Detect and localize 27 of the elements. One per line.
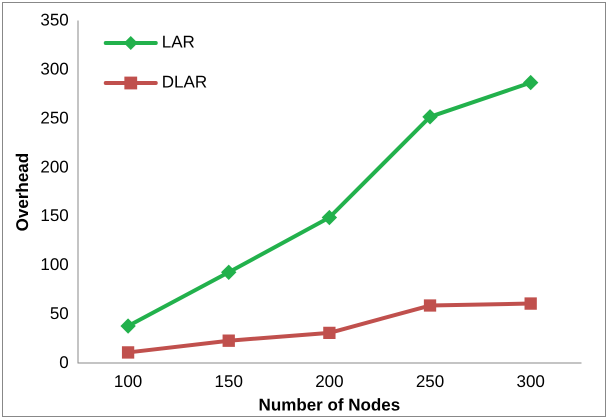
- y-axis-title: Overhead: [12, 152, 32, 232]
- y-tick-label: 200: [40, 157, 69, 176]
- y-tick-label: 300: [40, 60, 69, 79]
- y-tick-label: 50: [50, 304, 69, 323]
- y-tick-label: 100: [40, 255, 69, 274]
- point: [422, 109, 438, 124]
- legend-label: LAR: [162, 32, 195, 52]
- point: [122, 346, 134, 359]
- point: [120, 318, 136, 334]
- y-tick-label: 350: [40, 10, 69, 30]
- y-tick-label: 150: [40, 206, 69, 226]
- x-tick-label: 200: [315, 372, 344, 392]
- y-tick-label: 0: [59, 352, 69, 372]
- point: [222, 334, 235, 347]
- y-tick-label: 250: [40, 108, 69, 128]
- x-axis-title: Number of Nodes: [258, 395, 400, 414]
- x-tick-label: 300: [516, 372, 545, 392]
- point: [523, 75, 538, 90]
- point: [524, 297, 537, 310]
- point: [322, 210, 337, 226]
- x-tick-label: 100: [114, 372, 142, 392]
- point: [323, 326, 336, 340]
- x-tick-label: 250: [416, 372, 444, 392]
- point: [221, 264, 236, 280]
- x-tick-label: 150: [214, 372, 243, 392]
- legend-label: DLAR: [162, 72, 208, 92]
- point: [424, 299, 436, 312]
